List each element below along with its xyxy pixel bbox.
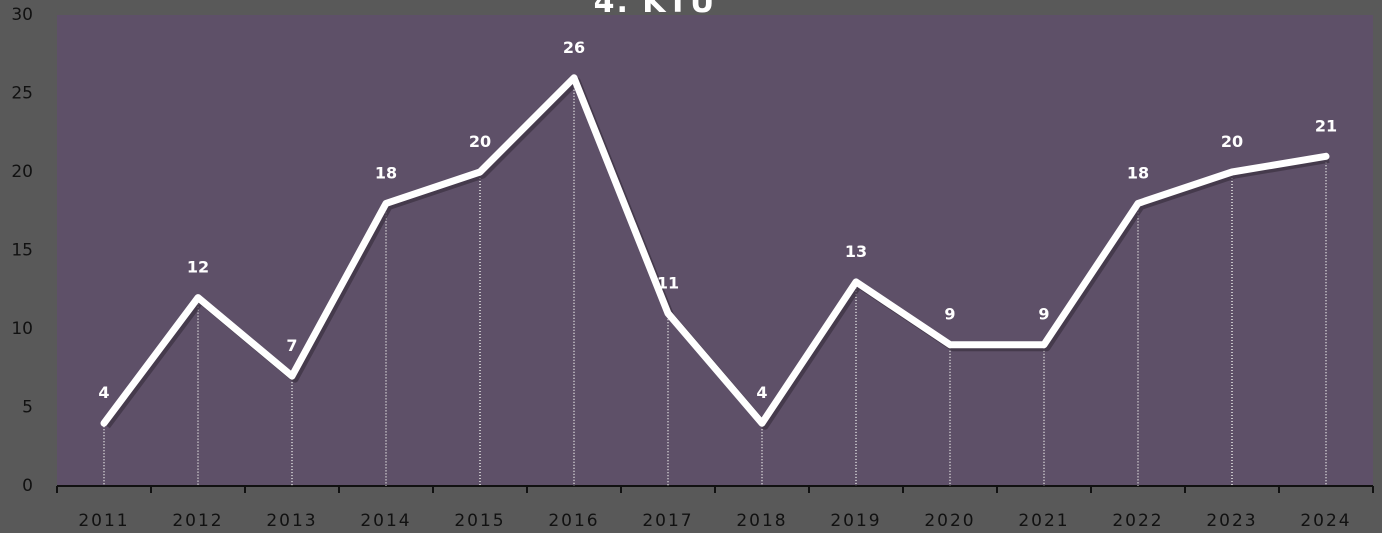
data-label: 11 xyxy=(657,273,679,292)
x-tick-label: 2021 xyxy=(1018,511,1069,531)
x-tick-label: 2012 xyxy=(172,511,223,531)
x-tick-label: 2013 xyxy=(266,511,317,531)
data-label: 4 xyxy=(98,383,109,402)
data-label: 18 xyxy=(375,163,397,182)
y-tick-label: 15 xyxy=(11,241,33,261)
x-tick-label: 2023 xyxy=(1206,511,1257,531)
y-tick-label: 5 xyxy=(22,398,33,418)
y-tick-label: 30 xyxy=(11,5,33,25)
data-label: 26 xyxy=(563,38,585,57)
x-tick-label: 2019 xyxy=(830,511,881,531)
data-label: 18 xyxy=(1127,163,1149,182)
x-tick-label: 2014 xyxy=(360,511,411,531)
line xyxy=(100,74,1330,427)
data-label: 7 xyxy=(286,336,297,355)
data-label: 20 xyxy=(1221,132,1243,151)
x-tick-label: 2015 xyxy=(454,511,505,531)
x-tick-label: 2011 xyxy=(78,511,129,531)
chart-title: 4. KTU xyxy=(594,0,717,20)
x-tick-label: 2022 xyxy=(1112,511,1163,531)
x-tick-label: 2016 xyxy=(548,511,599,531)
data-label: 20 xyxy=(469,132,491,151)
data-label: 4 xyxy=(756,383,767,402)
x-tick-label: 2017 xyxy=(642,511,693,531)
y-tick-label: 25 xyxy=(11,84,33,104)
plot-area xyxy=(57,15,1373,486)
data-label: 12 xyxy=(187,258,209,277)
data-label: 9 xyxy=(944,305,955,324)
data-label: 9 xyxy=(1038,305,1049,324)
x-tick-label: 2018 xyxy=(736,511,787,531)
y-tick-label: 0 xyxy=(22,476,33,496)
data-label: 21 xyxy=(1315,116,1337,135)
x-tick-label: 2020 xyxy=(924,511,975,531)
x-tick-label: 2024 xyxy=(1300,511,1351,531)
y-tick-label: 10 xyxy=(11,319,33,339)
y-tick-label: 20 xyxy=(11,162,33,182)
data-label: 13 xyxy=(845,242,867,261)
